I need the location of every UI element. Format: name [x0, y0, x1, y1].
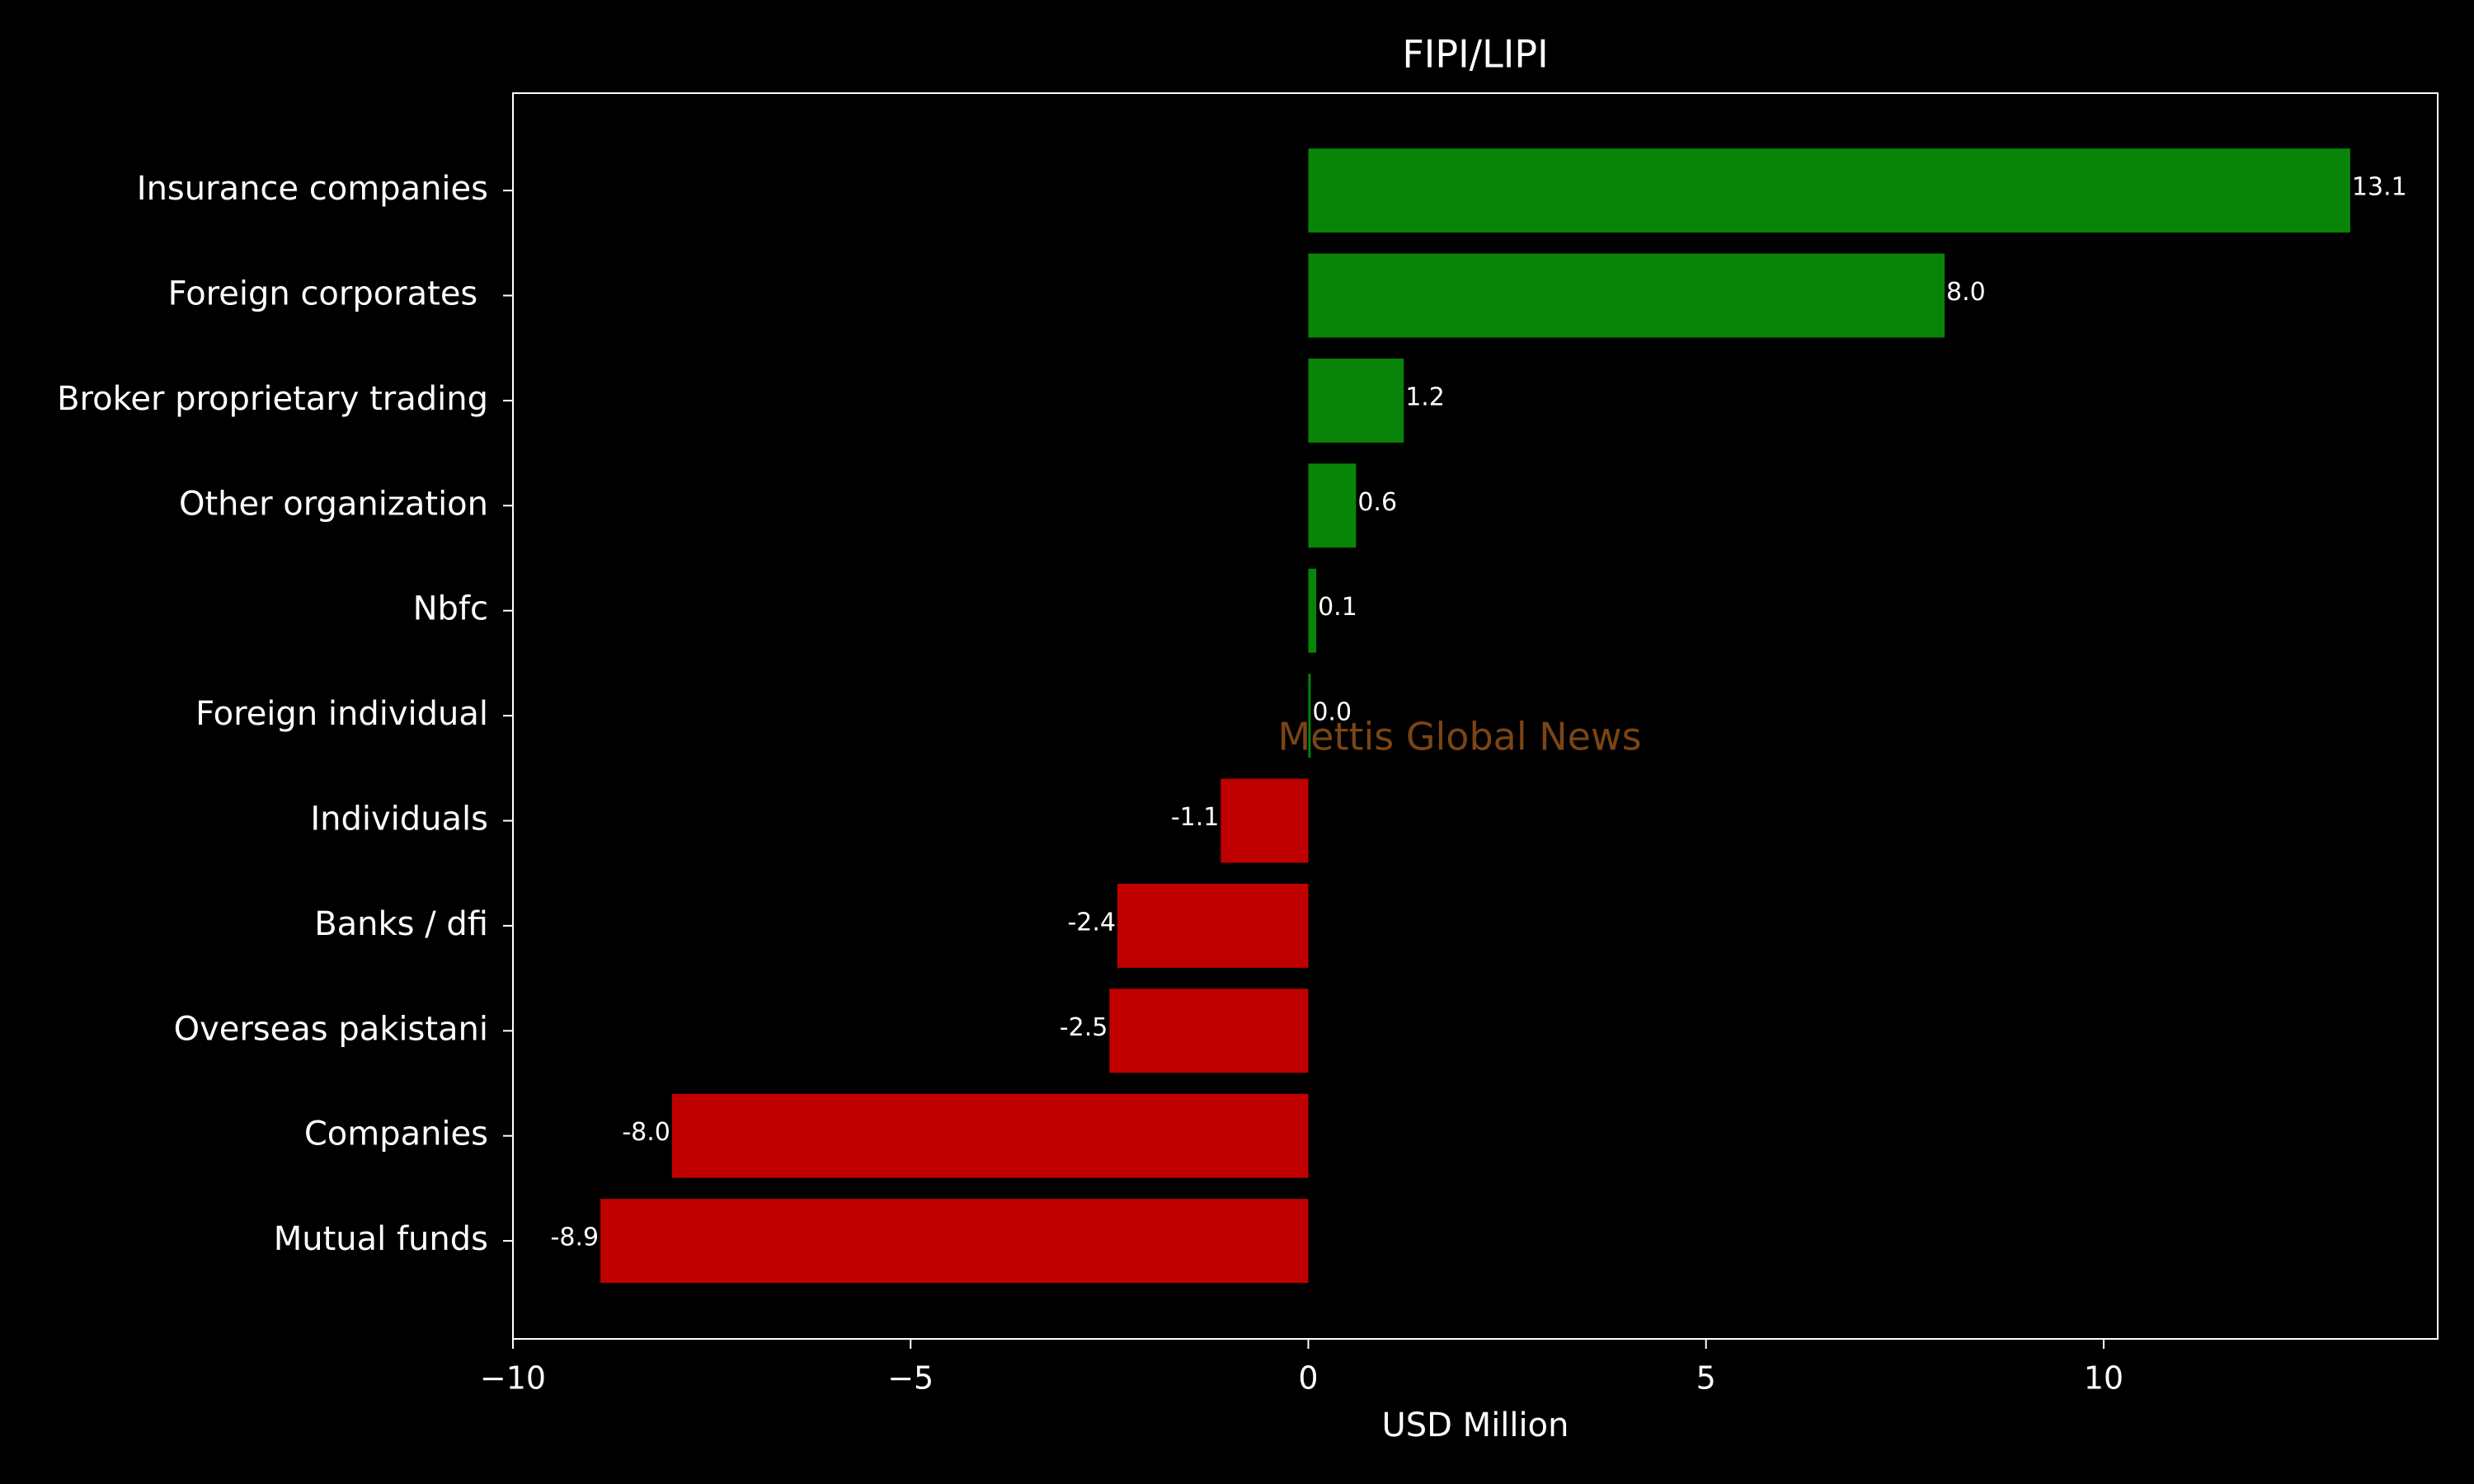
bar: [1109, 989, 1309, 1073]
bar: [1308, 463, 1357, 548]
y-tick-label: Broker proprietary trading: [57, 380, 488, 418]
value-label: 0.6: [1357, 488, 1397, 517]
y-tick-label: Overseas pakistani: [174, 1010, 488, 1048]
y-tick-label: Foreign corporates: [168, 275, 488, 312]
y-tick-label: Mutual funds: [274, 1220, 488, 1258]
bar: [1308, 674, 1311, 758]
value-label: 8.0: [1946, 278, 1986, 307]
value-label: 1.2: [1405, 383, 1445, 411]
bar: [1117, 883, 1309, 968]
plot-frame: [512, 92, 2439, 1340]
value-label: -2.4: [1067, 908, 1116, 937]
value-label: 0.1: [1318, 593, 1357, 622]
y-tick-label: Other organization: [179, 485, 488, 523]
bar: [600, 1199, 1309, 1284]
bar: [1308, 358, 1404, 443]
y-tick-label: Insurance companies: [137, 170, 488, 208]
value-label: -8.9: [551, 1223, 600, 1252]
bar: [1308, 148, 2350, 233]
x-tick-label: 10: [2084, 1360, 2124, 1397]
x-tick-label: −5: [887, 1360, 934, 1397]
value-label: -2.5: [1060, 1013, 1108, 1042]
value-label: -1.1: [1171, 803, 1220, 832]
value-label: 13.1: [2352, 173, 2407, 202]
y-tick-label: Banks / dfi: [314, 905, 488, 943]
y-tick-label: Individuals: [310, 800, 488, 838]
y-tick-label: Companies: [304, 1115, 488, 1153]
bar: [1308, 253, 1945, 338]
x-tick-label: 5: [1696, 1360, 1716, 1397]
x-axis-label: USD Million: [1382, 1407, 1569, 1444]
y-tick-label: Nbfc: [413, 590, 488, 628]
value-label: 0.0: [1312, 698, 1352, 727]
value-label: -8.0: [622, 1118, 670, 1147]
bar: [1221, 778, 1309, 863]
x-tick-label: −10: [480, 1360, 546, 1397]
bar: [671, 1093, 1309, 1178]
watermark: Mettis Global News: [1277, 715, 1641, 759]
y-tick-label: Foreign individual: [195, 695, 488, 733]
x-tick-label: 0: [1298, 1360, 1318, 1397]
chart-title: FIPI/LIPI: [1402, 32, 1548, 77]
bar: [1308, 568, 1317, 653]
